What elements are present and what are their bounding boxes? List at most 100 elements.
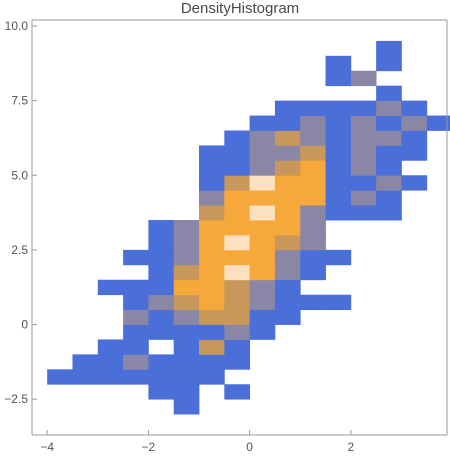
tick-marks [32,25,352,435]
density-cell [123,249,149,266]
density-cell [249,115,276,131]
density-cell [274,100,301,116]
density-cell [148,369,175,385]
density-cell [426,115,450,131]
density-cell [350,130,377,146]
density-cell [350,145,377,161]
density-cell [376,175,402,191]
density-cell [148,384,175,400]
density-cell [173,399,200,415]
density-cell [224,384,251,400]
density-cell [148,279,175,296]
density-cell [300,130,326,146]
density-cell [325,145,352,161]
density-cell [148,220,175,236]
density-cell [300,160,326,176]
density-cell [300,175,326,191]
density-cell [300,264,326,281]
density-cell [325,70,352,87]
density-cell [173,324,200,340]
y-tick-label: 10.0 [5,19,29,33]
density-cell [249,324,276,340]
density-cell [249,234,276,251]
density-cell [123,294,149,311]
density-cell [173,339,200,355]
density-cell [123,339,149,355]
density-cell [325,190,352,206]
x-tick-label: 0 [246,440,253,454]
density-cell [199,339,225,355]
density-cell [199,294,225,311]
density-cell [325,115,352,131]
density-cell [173,234,200,251]
density-cell [274,309,301,325]
density-cell [224,145,251,161]
density-cell [224,190,251,206]
density-cell [224,264,251,281]
density-cell [376,100,402,116]
density-cell [325,160,352,176]
density-cell [274,145,301,161]
density-cell [350,70,377,87]
density-cell [325,100,352,116]
density-cell [173,294,200,311]
density-cell [199,249,225,266]
density-cell [350,205,377,221]
x-tick-label: −2 [142,440,156,454]
tick-labels: −4 −2 0 2 −2.5 0 2.5 5.0 7.5 10.0 [4,19,354,454]
density-cell [350,190,377,206]
density-cell [173,354,200,370]
density-cell [350,115,377,131]
y-tick-label: 7.5 [11,94,28,108]
density-cell [173,369,200,385]
density-cell [325,205,352,221]
density-cell [199,324,225,340]
density-cell [199,175,225,191]
density-cell [249,264,276,281]
density-cell [274,115,301,131]
density-cell [123,324,149,340]
density-cell [173,249,200,266]
density-cell [123,354,149,370]
y-tick-label: 0 [21,318,28,332]
density-cell [72,369,99,385]
density-cell [300,145,326,161]
density-cell [224,339,251,355]
density-cell [97,279,124,296]
density-cell [123,279,149,296]
density-cell [224,324,251,340]
density-cell [300,220,326,236]
density-cell [249,175,276,191]
density-cell [274,234,301,251]
density-cell [148,234,175,251]
density-cell [274,160,301,176]
density-cell [274,249,301,266]
density-cell [274,175,301,191]
density-cell [350,160,377,176]
y-tick-label: 5.0 [11,168,28,182]
density-cell [350,100,377,116]
density-cell [123,309,149,325]
density-cell [274,279,301,296]
density-cell [72,354,99,370]
density-cell [376,145,402,161]
density-cell [97,369,124,385]
density-cell [199,190,225,206]
density-cell [274,220,301,236]
axes [31,19,448,436]
density-cell [199,369,225,385]
density-cell [274,264,301,281]
density-cell [300,190,326,206]
density-cell [376,55,402,72]
density-cell [325,130,352,146]
density-cell [47,369,73,385]
density-cell [224,249,251,266]
density-cell [199,205,225,221]
density-cell [274,130,301,146]
density-cell [199,220,225,236]
density-cell [199,234,225,251]
density-cell [199,279,225,296]
density-cell [199,160,225,176]
density-cell [224,220,251,236]
